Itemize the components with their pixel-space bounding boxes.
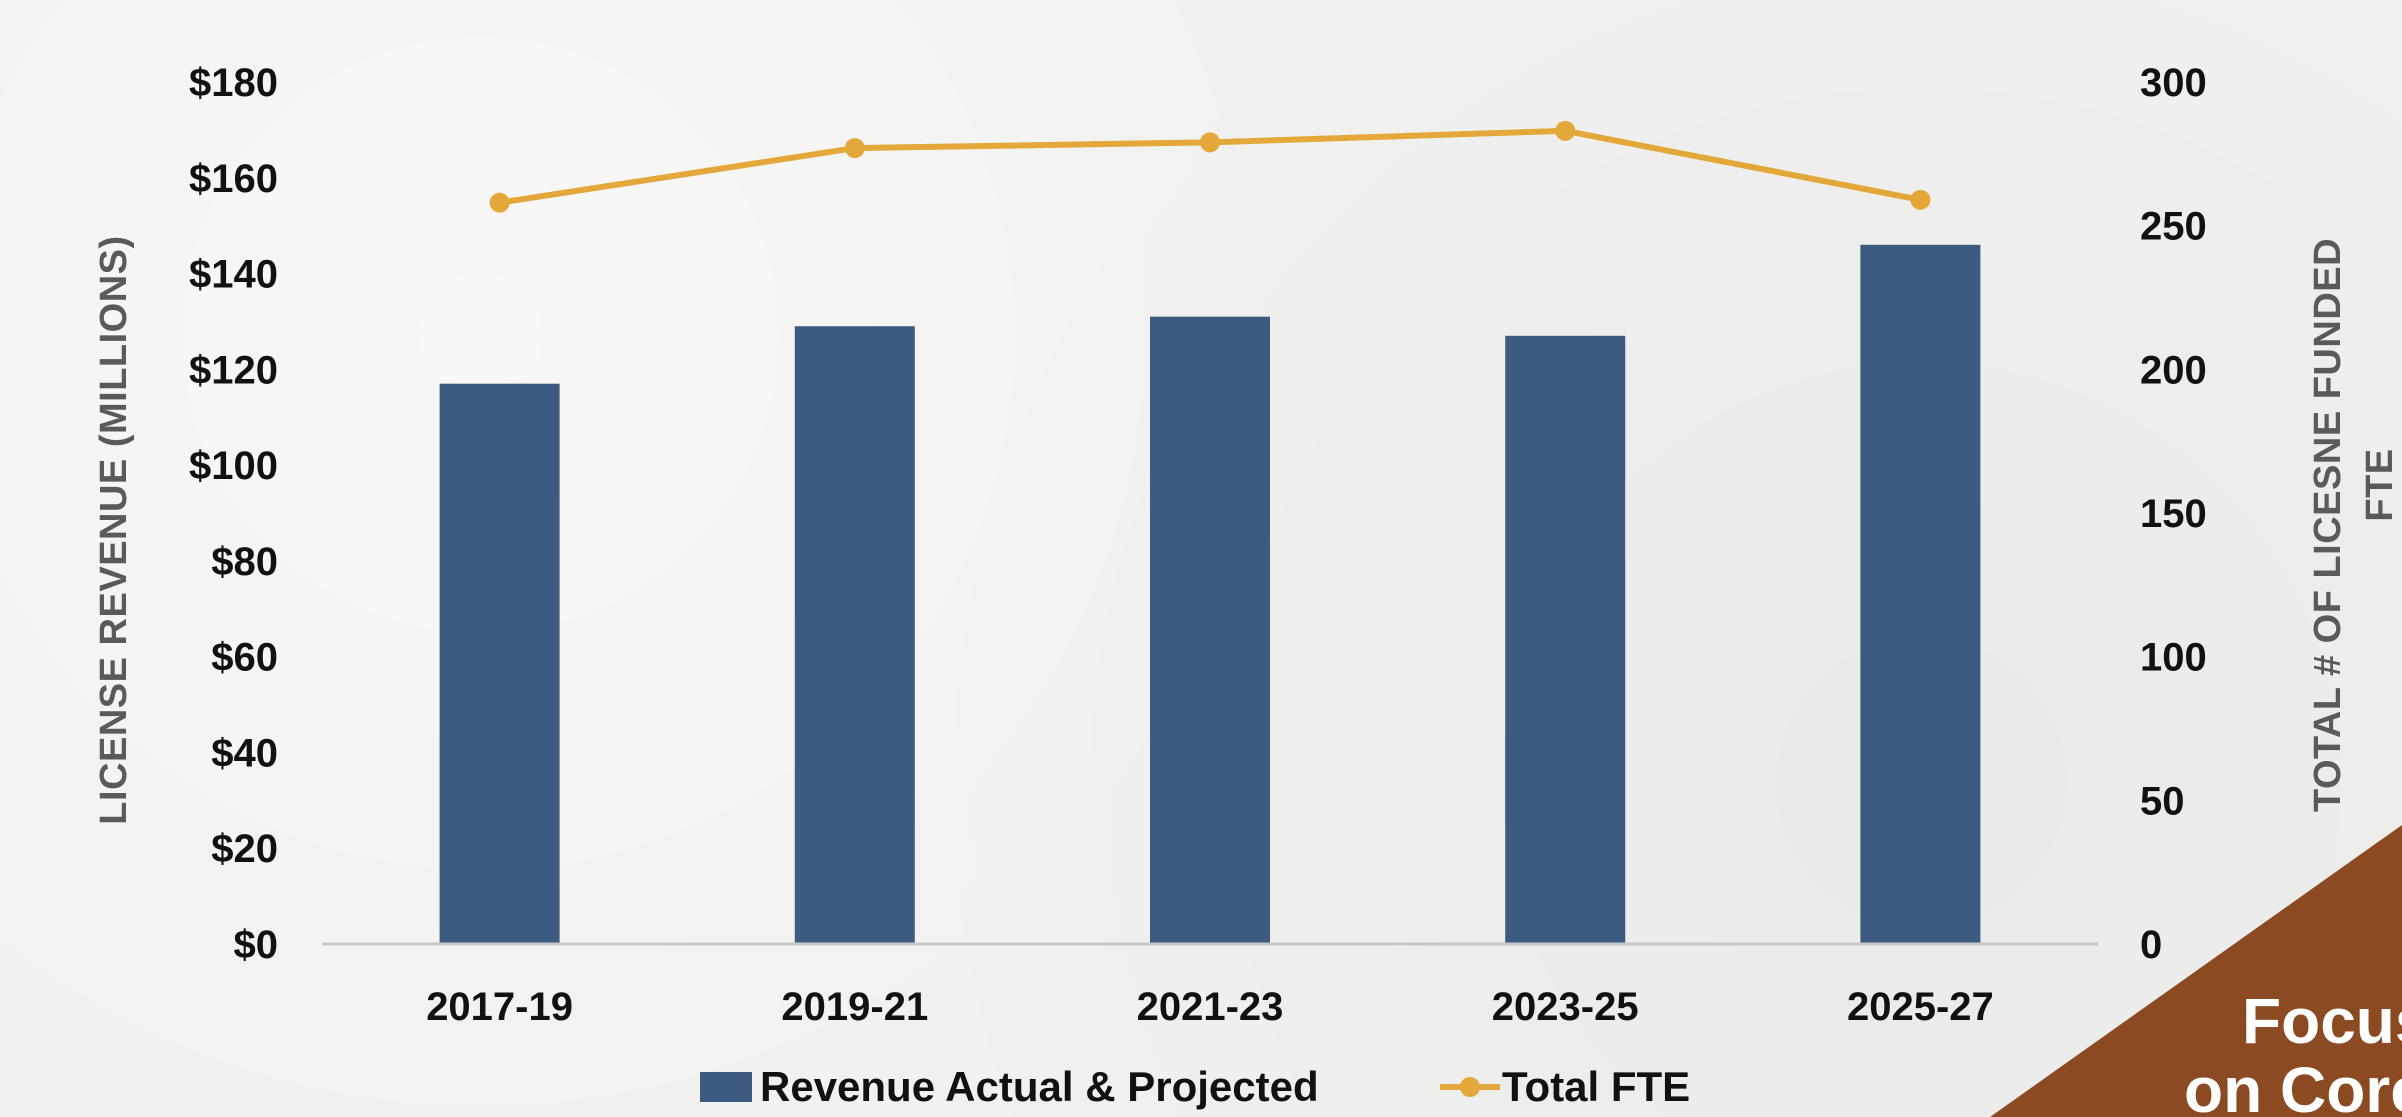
right-tick-label: 50	[2140, 779, 2185, 823]
legend-swatch-revenue	[700, 1072, 752, 1102]
left-tick-label: $20	[211, 827, 278, 871]
revenue-bars	[439, 244, 1981, 945]
corner-banner-shape	[1990, 825, 2402, 1117]
x-tick-label: 2023-25	[1492, 985, 1639, 1029]
right-axis-title-line2: FTE	[2359, 448, 2401, 521]
left-tick-label: $140	[189, 253, 278, 297]
left-axis-title: LICENSE REVENUE (MILLIONS)	[93, 235, 135, 824]
corner-banner: Focus on Core	[1990, 825, 2402, 1117]
right-tick-label: 300	[2140, 61, 2207, 105]
x-axis-ticks: 2017-19 2019-21 2021-23 2023-25 2025-27	[426, 985, 1994, 1029]
revenue-bar-2019-21	[794, 326, 915, 944]
legend-label-revenue: Revenue Actual & Projected	[760, 1063, 1319, 1110]
x-tick-label: 2017-19	[426, 985, 573, 1029]
left-tick-label: $40	[211, 731, 278, 775]
x-tick-label: 2019-21	[781, 985, 928, 1029]
left-tick-label: $60	[211, 636, 278, 680]
fte-point-2017-19	[489, 192, 510, 213]
revenue-bar-2025-27	[1860, 244, 1981, 945]
corner-banner-line1: Focus	[2242, 985, 2402, 1057]
revenue-bar-2023-25	[1505, 335, 1626, 944]
fte-line-series	[489, 120, 1931, 213]
fte-point-2019-21	[844, 138, 865, 159]
revenue-bar-2017-19	[439, 383, 560, 944]
legend-label-fte: Total FTE	[1502, 1063, 1690, 1110]
x-tick-label: 2025-27	[1847, 985, 1994, 1029]
left-tick-label: $160	[189, 157, 278, 201]
left-tick-label: $180	[189, 61, 278, 105]
left-tick-label: $120	[189, 348, 278, 392]
right-axis-title-line1: TOTAL # OF LICESNE FUNDED	[2307, 238, 2349, 812]
fte-point-2025-27	[1910, 189, 1931, 210]
left-tick-label: $80	[211, 540, 278, 584]
corner-banner-line2: on Core	[2184, 1054, 2402, 1117]
revenue-bar-2021-23	[1150, 316, 1270, 945]
fte-point-2023-25	[1555, 120, 1576, 141]
legend: Revenue Actual & Projected Total FTE	[700, 1063, 1690, 1110]
fte-point-2021-23	[1200, 132, 1220, 153]
right-tick-label: 200	[2140, 348, 2207, 392]
right-axis-ticks: 0 50 100 150 200 250 300	[2140, 61, 2207, 967]
right-tick-label: 100	[2140, 636, 2207, 680]
right-tick-label: 150	[2140, 492, 2207, 536]
left-tick-label: $0	[234, 923, 279, 967]
x-tick-label: 2021-23	[1137, 985, 1284, 1029]
left-axis-ticks: $0 $20 $40 $60 $80 $100 $120 $140 $160 $180	[189, 61, 278, 967]
legend-swatch-fte-marker	[1460, 1077, 1480, 1097]
left-tick-label: $100	[189, 444, 278, 488]
right-tick-label: 0	[2140, 923, 2162, 967]
right-tick-label: 250	[2140, 205, 2207, 249]
